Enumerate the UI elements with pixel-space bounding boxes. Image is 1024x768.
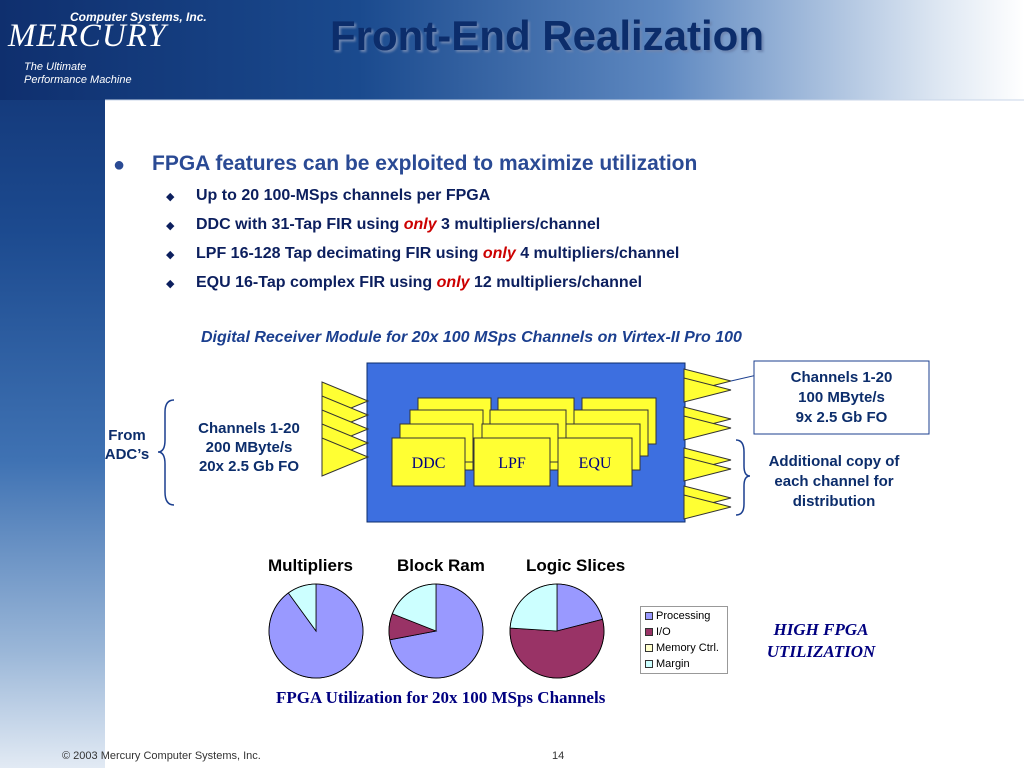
logo-company-text: Computer Systems, Inc.: [70, 10, 207, 24]
input-channel-triangles: [321, 381, 370, 477]
top-band-background: [0, 0, 1024, 100]
bullet-dot-icon: ●: [113, 154, 126, 176]
utilization-caption: FPGA Utilization for 20x 100 MSps Channe…: [276, 688, 606, 707]
pie-slice-margin: [509, 583, 558, 632]
sub-bullet-1: Up to 20 100-MSps channels per FPGA: [196, 187, 491, 204]
logo-tagline-1: The Ultimate: [24, 61, 87, 73]
pie-outline: [268, 583, 364, 679]
output-channels-label: Channels 1-20 100 MByte/s 9x 2.5 Gb FO: [790, 369, 893, 426]
side-band-background: [0, 0, 105, 768]
diagram-caption: Digital Receiver Module for 20x 100 MSps…: [201, 329, 742, 346]
output-channels-box: [753, 360, 930, 435]
pie-outline: [509, 583, 605, 679]
input-bracket: [157, 399, 175, 506]
legend-swatch: [645, 612, 653, 621]
lpf-block-label: LPF: [498, 455, 526, 472]
stacked-processing-blocks: [391, 397, 657, 487]
pie-outline: [388, 583, 484, 679]
pie-title-multipliers: Multipliers: [268, 556, 354, 575]
legend-swatch: [645, 628, 653, 637]
sub-bullet-3: LPF 16-128 Tap decimating FIR using only…: [196, 245, 680, 262]
legend-item-memory: Memory Ctrl.: [645, 642, 719, 654]
footer-page-number: 14: [552, 750, 565, 762]
legend-item-processing: Processing: [645, 610, 710, 622]
output-bracket: [735, 439, 751, 516]
sub-bullet-4: EQU 16-Tap complex FIR using only 12 mul…: [196, 274, 643, 291]
diamond-bullet-icon: ◆: [166, 191, 175, 203]
legend-swatch: [645, 660, 653, 669]
equ-block-label: EQU: [578, 455, 612, 472]
copy-note-label: Additional copy of each channel for distri…: [768, 453, 900, 510]
high-utilization-note: HIGH FPGA UTILIZATION: [766, 620, 876, 661]
logo-tagline-2: Performance Machine: [24, 74, 132, 86]
pie-title-logic-slices: Logic Slices: [526, 556, 626, 575]
legend-swatch: [645, 644, 653, 653]
pie-title-block-ram: Block Ram: [397, 556, 485, 575]
legend-item-margin: Margin: [645, 658, 690, 670]
logo-wordmark: MERCURY: [8, 18, 167, 54]
from-adc-label: From ADC’s: [104, 427, 150, 463]
footer-copyright: © 2003 Mercury Computer Systems, Inc.: [62, 750, 261, 762]
diamond-bullet-icon: ◆: [166, 278, 175, 290]
page-title: Front-End Realization: [330, 12, 764, 59]
legend-item-io: I/O: [645, 626, 671, 638]
main-bullet: FPGA features can be exploited to maximi…: [152, 152, 698, 175]
input-channels-label: Channels 1-20 200 MByte/s 20x 2.5 Gb FO: [198, 420, 300, 475]
ddc-block-label: DDC: [411, 455, 446, 472]
sub-bullet-2: DDC with 31-Tap FIR using only 3 multipl…: [196, 216, 601, 233]
output-channel-triangles: [683, 368, 732, 520]
diamond-bullet-icon: ◆: [166, 220, 175, 232]
pie-legend: Processing I/O Memory Ctrl. Margin: [640, 606, 728, 674]
diamond-bullet-icon: ◆: [166, 249, 175, 261]
